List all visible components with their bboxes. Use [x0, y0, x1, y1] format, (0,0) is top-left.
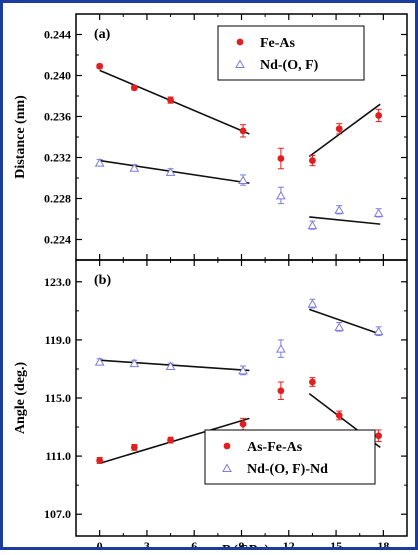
data-point	[167, 436, 174, 444]
data-point	[130, 443, 138, 451]
x-tick-label: 9	[239, 539, 245, 550]
y-tick-label: 0.244	[44, 28, 71, 42]
data-point	[130, 84, 138, 92]
fit-line	[99, 417, 250, 465]
x-tick-label: 15	[330, 539, 342, 550]
data-point	[238, 365, 248, 375]
fit-line	[99, 69, 250, 135]
data-point	[307, 220, 318, 230]
data-point	[276, 190, 286, 200]
y-tick-label: 0.228	[44, 192, 71, 206]
x-tick-label: 6	[191, 539, 197, 550]
fit-line	[309, 308, 381, 335]
x-tick-label: 0	[97, 539, 103, 550]
data-point	[129, 358, 140, 368]
legend-marker	[236, 38, 244, 46]
data-point	[165, 167, 176, 176]
legend-box	[204, 429, 376, 485]
y-tick-label: 115.0	[45, 391, 71, 405]
legend-label: Nd-(O, F)	[260, 58, 319, 73]
data-point	[373, 208, 384, 217]
data-point	[334, 322, 345, 331]
data-point	[375, 432, 383, 440]
data-point	[239, 420, 247, 428]
x-tick-label: 12	[283, 539, 295, 550]
data-point	[276, 344, 286, 353]
panel-label: (a)	[94, 27, 111, 42]
y-tick-label: 107.0	[44, 507, 71, 521]
data-point	[335, 412, 343, 419]
y-tick-label: 111.0	[45, 449, 71, 463]
data-point	[277, 155, 285, 162]
data-point	[167, 96, 174, 104]
legend-marker	[222, 463, 232, 472]
data-point	[373, 326, 384, 336]
data-point	[96, 457, 104, 464]
y-axis-label: Angle (deg.)	[13, 362, 28, 435]
data-point	[309, 157, 316, 164]
fit-line	[309, 216, 381, 225]
y-tick-label: 123.0	[44, 275, 71, 289]
data-point	[165, 361, 176, 371]
legend-marker	[223, 442, 231, 450]
legend-label: As-Fe-As	[247, 440, 303, 455]
y-axis-label: Distance (nm)	[13, 95, 28, 179]
plot-frame-2	[75, 259, 408, 537]
y-tick-label: 0.232	[44, 151, 71, 165]
legend-label: Nd-(O, F)-Nd	[247, 462, 328, 477]
x-axis-label: P (GPa)	[222, 543, 269, 550]
legend-label: Fe-As	[260, 36, 296, 51]
data-point	[335, 125, 343, 133]
data-point	[129, 163, 140, 172]
y-tick-label: 0.236	[44, 110, 71, 124]
data-point	[94, 357, 105, 366]
fit-line	[99, 359, 250, 372]
data-point	[94, 158, 105, 167]
y-tick-label: 119.0	[45, 333, 71, 347]
data-point	[334, 205, 345, 214]
data-point	[277, 387, 285, 395]
data-point	[309, 378, 316, 386]
legend-marker	[235, 59, 245, 68]
data-point	[96, 62, 104, 70]
data-point	[375, 112, 383, 119]
legend-box	[217, 25, 365, 81]
data-point	[238, 175, 248, 185]
data-point	[239, 127, 247, 135]
panel-label: (b)	[94, 273, 111, 288]
y-tick-label: 0.240	[44, 69, 71, 83]
fit-line	[308, 103, 381, 158]
y-tick-label: 0.224	[44, 233, 71, 247]
x-tick-label: 3	[144, 539, 150, 550]
data-point	[307, 299, 318, 308]
fit-line	[99, 159, 250, 184]
x-tick-label: 18	[377, 539, 389, 550]
